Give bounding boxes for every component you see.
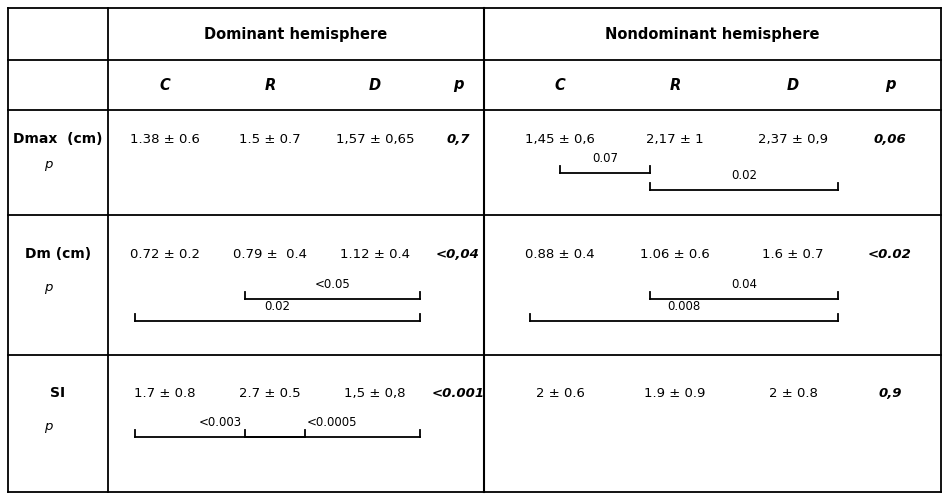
Text: D: D bbox=[369, 78, 381, 92]
Text: Dominant hemisphere: Dominant hemisphere bbox=[204, 26, 387, 42]
Text: 0.88 ± 0.4: 0.88 ± 0.4 bbox=[525, 248, 595, 260]
Text: 2,17 ± 1: 2,17 ± 1 bbox=[646, 133, 704, 146]
Text: <0.05: <0.05 bbox=[315, 278, 350, 291]
Text: Nondominant hemisphere: Nondominant hemisphere bbox=[605, 26, 820, 42]
Text: p: p bbox=[884, 78, 895, 92]
Text: <0,04: <0,04 bbox=[436, 248, 480, 260]
Text: 1.7 ± 0.8: 1.7 ± 0.8 bbox=[134, 387, 195, 400]
Text: 2 ± 0.8: 2 ± 0.8 bbox=[769, 387, 817, 400]
Text: 0,7: 0,7 bbox=[446, 133, 470, 146]
Text: Dmax  (cm): Dmax (cm) bbox=[13, 132, 102, 146]
Text: 2 ± 0.6: 2 ± 0.6 bbox=[535, 387, 585, 400]
Text: R: R bbox=[265, 78, 275, 92]
Text: p: p bbox=[44, 158, 52, 171]
Text: p: p bbox=[453, 78, 463, 92]
Text: 1.9 ± 0.9: 1.9 ± 0.9 bbox=[644, 387, 706, 400]
Text: 1.5 ± 0.7: 1.5 ± 0.7 bbox=[239, 133, 301, 146]
Text: 0.72 ± 0.2: 0.72 ± 0.2 bbox=[130, 248, 200, 260]
Text: 0.02: 0.02 bbox=[265, 300, 290, 314]
Text: 1.12 ± 0.4: 1.12 ± 0.4 bbox=[340, 248, 410, 260]
Text: 0.008: 0.008 bbox=[667, 300, 700, 314]
Text: 0.07: 0.07 bbox=[592, 152, 618, 165]
Text: <0.02: <0.02 bbox=[868, 248, 912, 260]
Text: p: p bbox=[44, 420, 52, 432]
Text: 0,06: 0,06 bbox=[874, 133, 906, 146]
Text: 1.06 ± 0.6: 1.06 ± 0.6 bbox=[641, 248, 710, 260]
Text: R: R bbox=[669, 78, 680, 92]
Text: 1,5 ± 0,8: 1,5 ± 0,8 bbox=[344, 387, 406, 400]
Text: 1.38 ± 0.6: 1.38 ± 0.6 bbox=[130, 133, 200, 146]
Text: D: D bbox=[787, 78, 799, 92]
Text: 2.7 ± 0.5: 2.7 ± 0.5 bbox=[239, 387, 301, 400]
Text: 0.79 ±  0.4: 0.79 ± 0.4 bbox=[233, 248, 307, 260]
Text: C: C bbox=[159, 78, 171, 92]
Text: 0.02: 0.02 bbox=[731, 169, 757, 182]
Text: Dm (cm): Dm (cm) bbox=[25, 247, 91, 261]
Text: <0.0005: <0.0005 bbox=[307, 416, 358, 429]
Text: C: C bbox=[554, 78, 566, 92]
Text: 1,45 ± 0,6: 1,45 ± 0,6 bbox=[525, 133, 595, 146]
Text: <0.003: <0.003 bbox=[198, 416, 242, 429]
Text: 0.04: 0.04 bbox=[731, 278, 757, 291]
Text: 0,9: 0,9 bbox=[878, 387, 902, 400]
Text: 1,57 ± 0,65: 1,57 ± 0,65 bbox=[336, 133, 415, 146]
Text: SI: SI bbox=[50, 386, 65, 400]
Text: 2,37 ± 0,9: 2,37 ± 0,9 bbox=[758, 133, 828, 146]
Text: p: p bbox=[44, 282, 52, 294]
Text: <0.001: <0.001 bbox=[432, 387, 485, 400]
Text: 1.6 ± 0.7: 1.6 ± 0.7 bbox=[762, 248, 824, 260]
